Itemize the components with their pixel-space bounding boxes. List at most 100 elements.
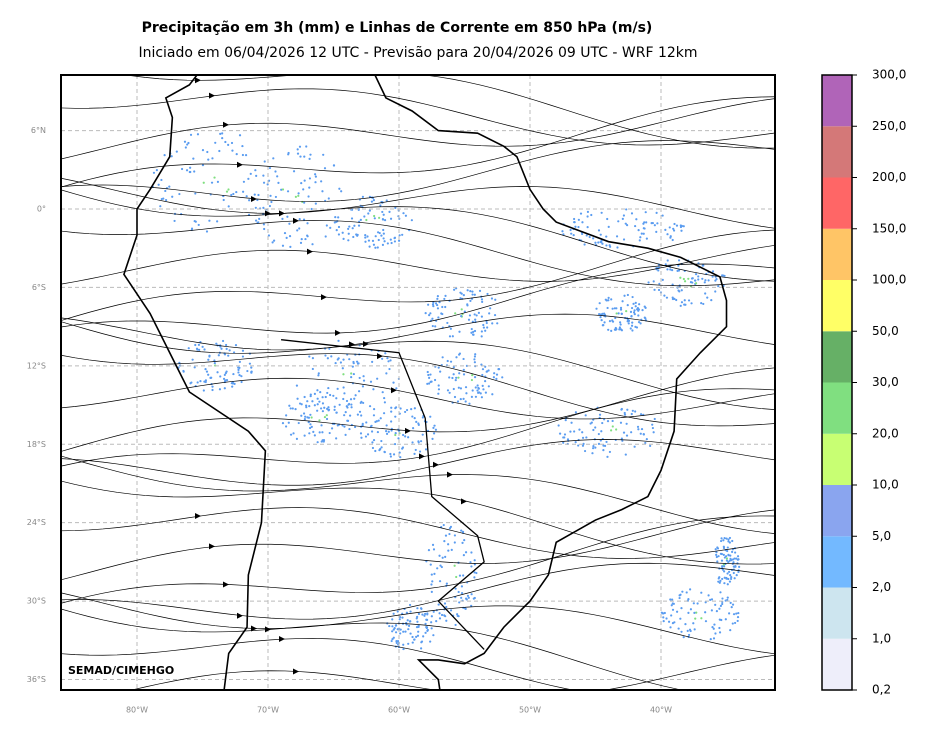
precip-dot [432, 634, 435, 637]
precip-dot [482, 326, 485, 329]
precip-dot [335, 437, 338, 440]
precip-dot [362, 375, 365, 378]
precip-dot [630, 212, 634, 215]
precip-dot [445, 619, 448, 622]
precip-dot [707, 279, 710, 282]
precip-dot [320, 424, 323, 427]
precip-dot [607, 296, 610, 299]
precip-dot [436, 297, 439, 300]
precip-dot [620, 312, 623, 315]
precip-dot [364, 233, 367, 237]
precip-dot [393, 240, 397, 243]
precip-dot [630, 324, 634, 327]
precip-dot [605, 235, 608, 238]
lat-label: 36°S [27, 675, 46, 684]
precip-dot [411, 441, 414, 444]
precip-dot [383, 240, 386, 243]
precip-dot [233, 382, 236, 385]
precip-dot [578, 428, 581, 431]
precip-dot [599, 316, 602, 319]
precip-dot [459, 297, 462, 300]
precip-dot [194, 192, 197, 195]
precip-dot [461, 541, 464, 544]
precip-dot [421, 433, 424, 436]
precip-dot [615, 312, 618, 315]
precip-dot [631, 321, 634, 324]
precip-dot [398, 618, 401, 621]
coastline [123, 75, 728, 690]
precip-dot [600, 430, 603, 433]
precip-dot [157, 183, 160, 186]
precip-dot [615, 235, 619, 238]
precip-dot [616, 246, 619, 249]
precip-dot [334, 361, 337, 365]
precip-dot [441, 312, 444, 316]
precip-dot [380, 439, 383, 443]
colorbar-label: 200,0 [872, 170, 906, 184]
precip-dot [720, 552, 723, 556]
precip-dot [473, 571, 476, 574]
map-frame [60, 74, 776, 691]
precip-dot [692, 622, 695, 625]
precip-dot [621, 300, 624, 303]
subtitle: Iniciado em 06/04/2026 12 UTC - Previsão… [138, 45, 697, 61]
precip-dot [456, 613, 459, 616]
precip-dot [462, 553, 465, 557]
precip-dot [164, 189, 167, 193]
lat-label: 30°S [27, 597, 46, 606]
precip-dot [696, 602, 699, 605]
precip-dot [470, 331, 473, 334]
precip-dot [618, 326, 622, 329]
precip-dot [377, 238, 380, 242]
precip-dot [359, 432, 363, 435]
precip-dot [446, 389, 450, 392]
precip-dot [343, 425, 346, 428]
precip-dot [627, 322, 630, 325]
precip-dot [383, 450, 386, 454]
precip-dot [350, 403, 353, 406]
precip-dot [390, 420, 393, 423]
precip-dot [316, 403, 319, 406]
precip-dot [630, 431, 633, 434]
precip-dot [292, 432, 295, 435]
precip-dot [284, 425, 288, 428]
colorbar-label: 5,0 [872, 529, 891, 543]
precip-dot [175, 150, 178, 153]
colorbar-label: 0,2 [872, 683, 891, 697]
precip-dot [368, 405, 372, 408]
precip-dot [308, 186, 311, 189]
precip-dot [714, 290, 717, 293]
streamline [61, 321, 775, 410]
precip-dot [598, 313, 601, 316]
precip-dot [298, 217, 301, 221]
precip-dot [221, 132, 224, 135]
precip-dot [430, 583, 433, 586]
precip-dot [473, 376, 477, 379]
precip-dot [681, 590, 684, 593]
precip-dot [660, 611, 663, 614]
precip-dot [594, 446, 597, 449]
precip-dot [245, 195, 248, 198]
precip-dot [360, 436, 363, 439]
precip-dot [620, 407, 623, 411]
precip-dot [735, 557, 738, 560]
precip-dot [323, 415, 327, 419]
precip-dot [717, 580, 720, 583]
precip-dot [486, 292, 489, 296]
precip-dot [625, 310, 628, 313]
precip-dot [289, 433, 293, 436]
precip-dot [662, 616, 665, 619]
precip-dot [171, 195, 174, 198]
precip-dot [679, 224, 682, 227]
precip-dot [337, 339, 340, 342]
precip-dot [160, 197, 163, 201]
precip-dot [462, 368, 465, 372]
precip-dot [393, 237, 396, 240]
precip-dot [610, 298, 613, 301]
precip-dot [720, 537, 723, 540]
precip-dot [365, 421, 368, 424]
precip-dot [298, 145, 302, 148]
precip-dot [687, 598, 690, 601]
precip-dot [211, 157, 214, 160]
precip-dot [455, 356, 458, 359]
